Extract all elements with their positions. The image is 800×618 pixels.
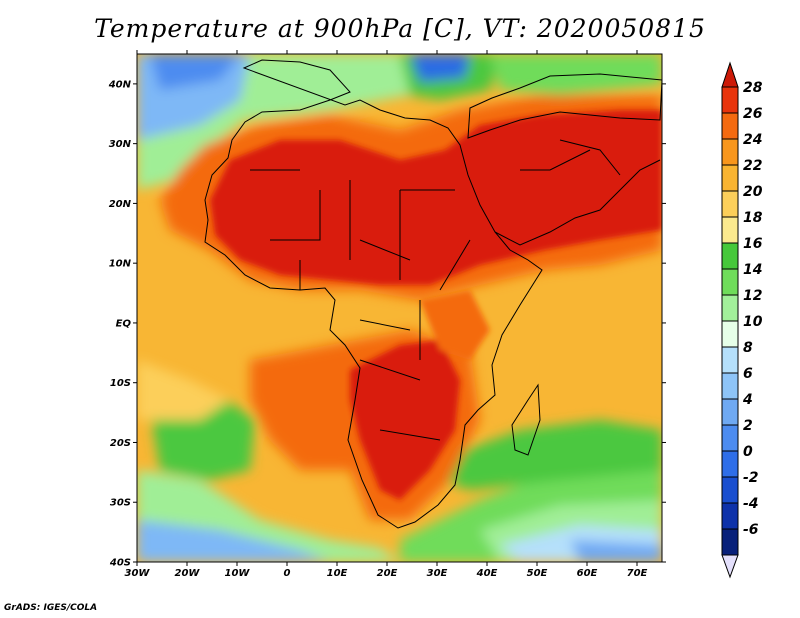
lat-tick-label: 10S	[110, 378, 131, 389]
lon-tick-label: 30W	[125, 568, 151, 579]
colorbar-label: -4	[743, 496, 759, 512]
colorbar-label: 0	[743, 444, 753, 460]
colorbar-label: 20	[743, 184, 763, 200]
lat-tick-label: 10N	[109, 259, 132, 270]
colorbar-swatch	[721, 320, 739, 348]
colorbar-label: 12	[743, 288, 762, 304]
colorbar-swatch	[721, 528, 739, 556]
colorbar-label: 18	[743, 210, 763, 226]
lon-tick-label: 40E	[476, 568, 498, 579]
colorbar-swatch	[721, 450, 739, 478]
colorbar-swatch	[721, 190, 739, 218]
lon-tick-label: 0	[284, 568, 291, 579]
longitude-axis: 30W 20W 10W 0 10E 20E 30E 40E 50E 60E 70E	[125, 50, 648, 579]
colorbar-label: 4	[742, 392, 753, 408]
colorbar-label: 24	[743, 132, 762, 148]
colorbar-swatch	[721, 216, 739, 244]
colorbar-label: -6	[743, 522, 759, 538]
colorbar-swatch	[721, 424, 739, 452]
lat-tick-label: 30S	[110, 498, 131, 509]
lat-tick-label: 30N	[109, 139, 132, 150]
lat-tick-label: 40N	[108, 79, 132, 90]
colorbar-swatch	[721, 112, 739, 140]
lon-tick-label: 60E	[577, 568, 598, 579]
plot-frame	[136, 53, 663, 563]
colorbar-label: 28	[743, 80, 763, 96]
colorbar-label: 26	[743, 106, 763, 122]
colorbar-swatch	[721, 86, 739, 114]
colorbar-swatch	[721, 476, 739, 504]
colorbar-label: 14	[743, 262, 762, 278]
colorbar-label: 8	[743, 340, 753, 356]
colorbar-label: 10	[743, 314, 763, 330]
lon-tick-label: 50E	[527, 568, 548, 579]
colorbar-swatch	[721, 372, 739, 400]
colorbar-swatch	[721, 294, 739, 322]
colorbar-bottom-arrow	[721, 554, 739, 579]
lat-tick-label: 20N	[109, 199, 132, 210]
colorbar-top-arrow	[721, 61, 739, 88]
colorbar-label: 2	[743, 418, 753, 434]
lon-tick-label: 20E	[377, 568, 398, 579]
lon-tick-label: 70E	[627, 568, 648, 579]
colorbar-label: 6	[743, 366, 753, 382]
colorbar-swatch	[721, 138, 739, 166]
lat-tick-label: EQ	[116, 318, 132, 329]
colorbar-label: -2	[743, 470, 759, 486]
lon-tick-label: 30E	[427, 568, 448, 579]
colorbar-swatch	[721, 346, 739, 374]
lon-tick-label: 20W	[175, 568, 201, 579]
colorbar-label: 22	[743, 158, 762, 174]
colorbar-swatch	[721, 268, 739, 296]
colorbar-label: 16	[743, 236, 763, 252]
lon-tick-label: 10E	[327, 568, 348, 579]
colorbar-swatch	[721, 164, 739, 192]
colorbar-swatch	[721, 502, 739, 530]
lat-tick-label: 40S	[109, 558, 131, 569]
colorbar-swatch	[721, 242, 739, 270]
latitude-axis: 40N 30N 20N 10N EQ 10S 20S 30S 40S	[108, 79, 666, 569]
lon-tick-label: 10W	[225, 568, 251, 579]
lat-tick-label: 20S	[110, 438, 131, 449]
map-title: Temperature at 900hPa [C], VT: 202005081…	[94, 14, 706, 43]
coastlines	[204, 59, 662, 529]
credit-text: GrADS: IGES/COLA	[4, 603, 98, 613]
colorbar-swatch	[721, 398, 739, 426]
temperature-field	[137, 54, 662, 562]
